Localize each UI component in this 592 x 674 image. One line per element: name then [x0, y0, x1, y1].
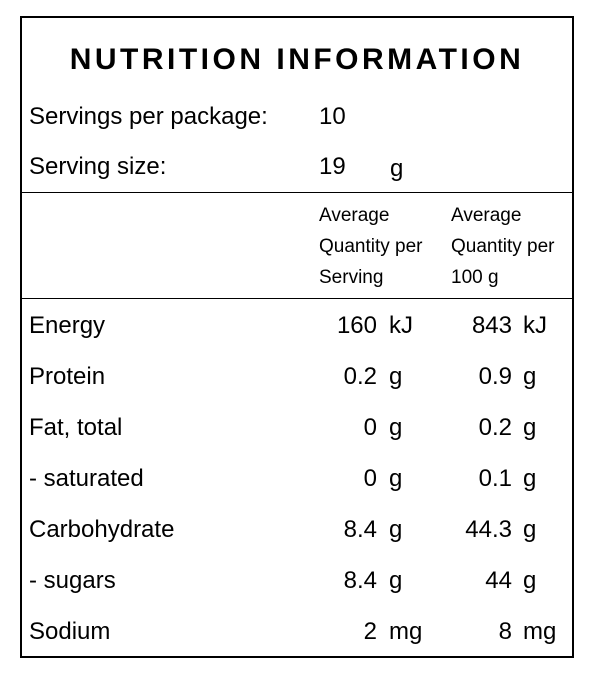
header-divider-top: [22, 192, 572, 193]
nutrient-per100-value: 44.3: [465, 516, 512, 543]
nutrient-serving-value: 160: [336, 312, 377, 339]
nutrient-per100-value: 0.9: [478, 363, 512, 390]
nutrient-serving-unit: g: [389, 363, 403, 390]
nutrient-name: Energy: [29, 312, 106, 339]
nutrient-per100-unit: g: [523, 567, 537, 594]
nutrient-serving-unit: mg: [389, 618, 423, 645]
nutrient-name: - saturated: [29, 465, 144, 492]
nutrient-serving-unit: g: [389, 414, 403, 441]
servings-value: 10: [319, 103, 346, 130]
nutrient-serving-value: 2: [363, 618, 377, 645]
serving-size-label: Serving size:: [29, 153, 167, 180]
nutrient-per100-value: 0.2: [478, 414, 512, 441]
column-header-per-serving: Average Quantity per Serving: [319, 205, 423, 288]
nutrient-per100-value: 44: [485, 567, 512, 594]
nutrient-serving-unit: g: [389, 567, 403, 594]
panel-title: NUTRITION INFORMATION: [69, 43, 525, 76]
nutrient-serving-value: 0.2: [343, 363, 377, 390]
servings-label: Servings per package:: [29, 103, 268, 130]
nutrient-serving-value: 8.4: [343, 516, 377, 543]
header-divider-bottom: [22, 298, 572, 299]
column-header-per-100g: Average Quantity per 100 g: [451, 205, 555, 288]
nutrient-name: Fat, total: [29, 414, 123, 441]
nutrient-per100-unit: g: [523, 465, 537, 492]
nutrient-serving-unit: g: [389, 516, 403, 543]
serving-size-unit: g: [390, 155, 404, 182]
nutrient-per100-unit: g: [523, 516, 537, 543]
nutrient-serving-unit: kJ: [389, 312, 413, 339]
nutrient-serving-unit: g: [389, 465, 403, 492]
nutrient-name: Protein: [29, 363, 106, 390]
nutrient-serving-value: 0: [363, 414, 377, 441]
nutrient-name: - sugars: [29, 567, 116, 594]
nutrient-per100-unit: g: [523, 363, 537, 390]
nutrient-name: Carbohydrate: [29, 516, 175, 543]
nutrition-panel: NUTRITION INFORMATION Servings per packa…: [20, 16, 574, 658]
nutrient-per100-unit: kJ: [523, 312, 547, 339]
nutrient-per100-value: 843: [471, 312, 512, 339]
nutrient-per100-value: 8: [498, 618, 512, 645]
nutrient-name: Sodium: [29, 618, 111, 645]
nutrient-per100-value: 0.1: [478, 465, 512, 492]
nutrient-serving-value: 8.4: [343, 567, 377, 594]
nutrient-per100-unit: g: [523, 414, 537, 441]
serving-size-value: 19: [319, 153, 346, 180]
nutrient-serving-value: 0: [363, 465, 377, 492]
nutrient-per100-unit: mg: [523, 618, 557, 645]
